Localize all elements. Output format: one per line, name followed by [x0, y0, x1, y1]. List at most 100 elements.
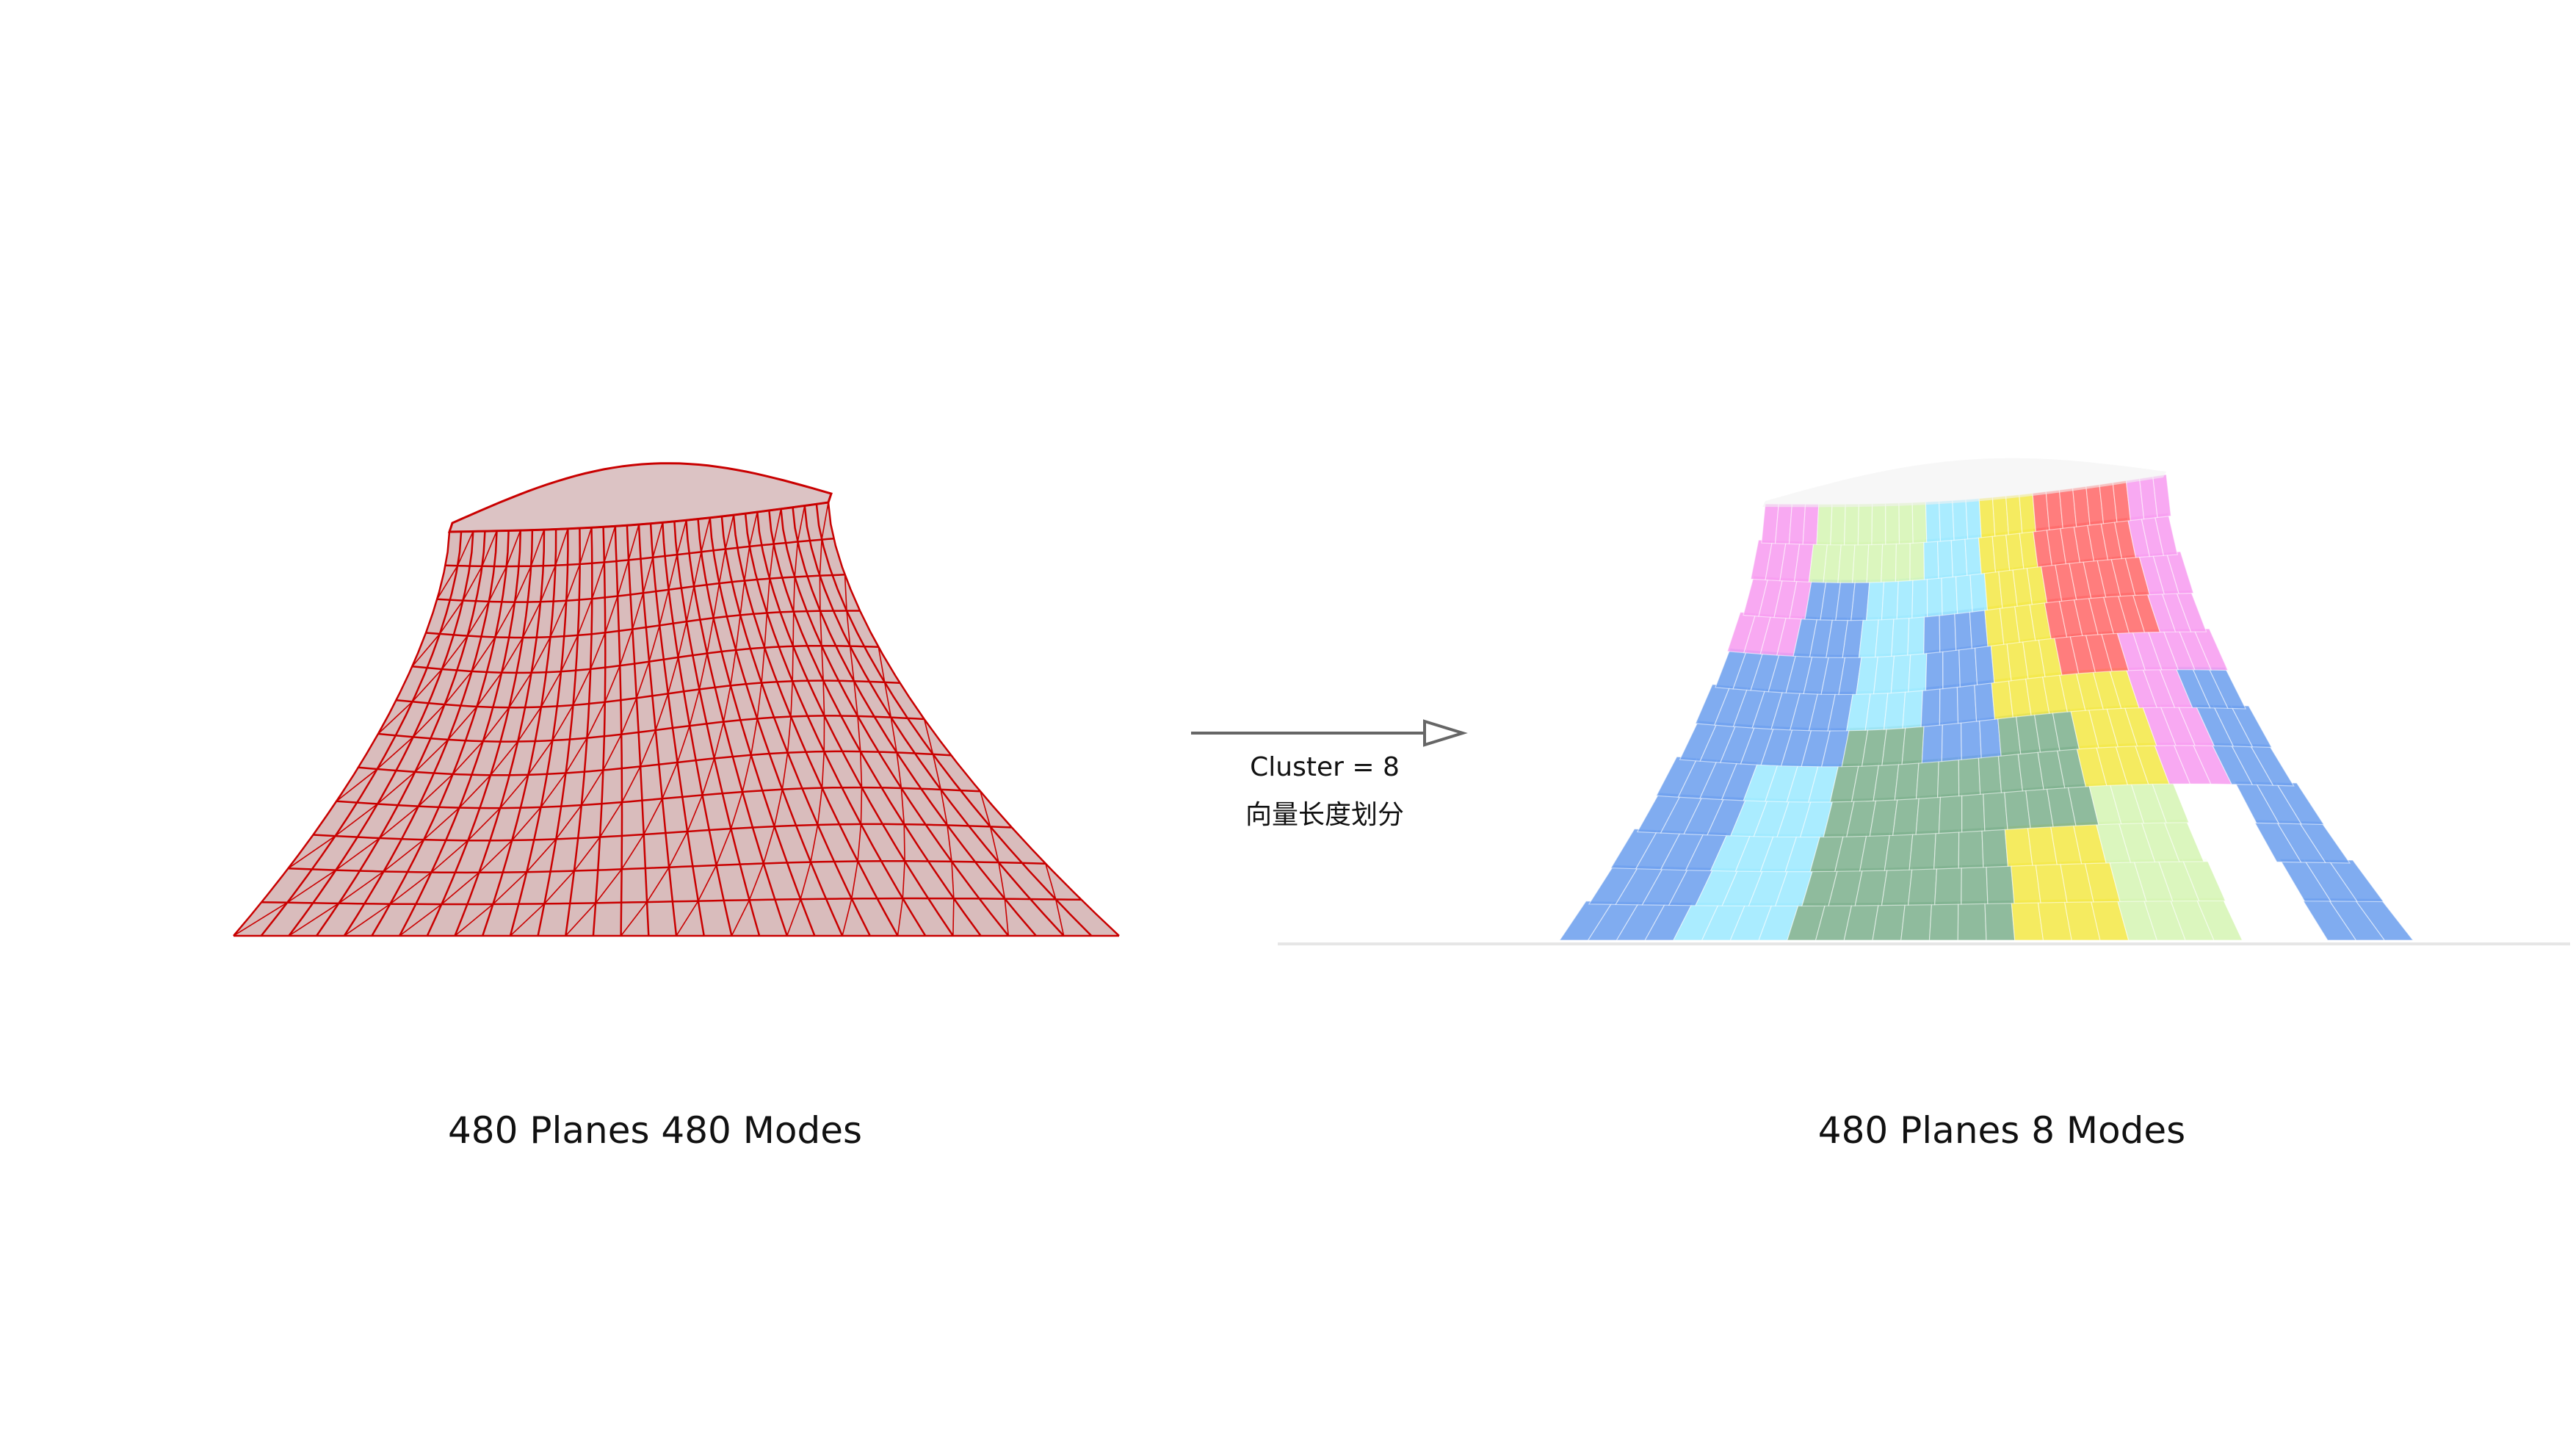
- wire-diagonal: [792, 611, 795, 646]
- wire-diagonal: [951, 861, 955, 899]
- cluster-panel: [1884, 831, 1914, 871]
- cluster-panel: [2229, 704, 2273, 749]
- wire-diagonal: [531, 636, 551, 674]
- cluster-panel: [1857, 503, 1873, 546]
- wire-diagonal: [344, 903, 391, 937]
- wire-diagonal: [1045, 863, 1057, 900]
- cluster-panel: [1902, 687, 1924, 729]
- wire-diagonal: [599, 801, 623, 837]
- wire-diagonal: [748, 863, 764, 901]
- wire-diagonal: [574, 837, 601, 872]
- cluster-panel: [1872, 901, 1906, 941]
- cluster-panel: [1892, 795, 1920, 836]
- wire-diagonal: [846, 610, 851, 646]
- wire-diagonal: [744, 546, 750, 581]
- wire-diagonal: [560, 635, 579, 672]
- wire-diagonal: [748, 511, 759, 547]
- wire-diagonal: [338, 870, 384, 904]
- wire-diagonal: [621, 697, 637, 735]
- wire-diagonal: [621, 766, 641, 803]
- wire-diagonal: [436, 565, 458, 600]
- wire-diagonal: [441, 635, 468, 670]
- wire-diagonal: [859, 751, 863, 788]
- wire-diagonal: [763, 826, 775, 864]
- wire-diagonal: [718, 549, 726, 584]
- wire-diagonal: [940, 789, 948, 826]
- wire-diagonal: [822, 680, 825, 716]
- wire-meridian: [626, 525, 650, 937]
- wire-diagonal: [773, 508, 782, 544]
- cluster-panel: [1907, 865, 1938, 906]
- wire-diagonal: [581, 770, 604, 806]
- wire-diagonal: [643, 557, 654, 594]
- cluster-panel: [1961, 790, 1986, 833]
- wire-meridian: [233, 531, 451, 937]
- wire-diagonal: [659, 589, 670, 626]
- wire-diagonal: [389, 871, 432, 905]
- wire-diagonal: [648, 625, 661, 662]
- cluster-panel: [1890, 652, 1911, 694]
- wire-diagonal: [604, 526, 616, 563]
- wire-meridian: [815, 504, 1093, 937]
- cluster-panel: [1915, 757, 1939, 800]
- wire-diagonal: [766, 578, 770, 613]
- cluster-panel: [2152, 474, 2172, 519]
- wire-diagonal: [800, 862, 811, 900]
- wire-diagonal: [764, 613, 768, 648]
- wire-diagonal: [662, 762, 679, 799]
- wire-diagonal: [517, 707, 542, 742]
- wireframe-surface-480-modes: [233, 462, 1120, 937]
- wire-diagonal: [792, 646, 794, 682]
- wire-diagonal: [1055, 899, 1065, 937]
- cluster-panel: [1925, 500, 1942, 543]
- cluster-panel: [1983, 789, 2008, 832]
- wire-diagonal: [900, 787, 905, 825]
- wire-diagonal: [579, 527, 593, 565]
- wire-diagonal: [383, 839, 424, 873]
- wire-diagonal: [769, 544, 775, 579]
- wire-diagonal: [897, 898, 904, 937]
- wire-diagonal: [439, 600, 464, 635]
- cluster-panel: [1978, 752, 2002, 795]
- wire-diagonal: [482, 707, 510, 742]
- wire-diagonal: [336, 768, 378, 802]
- wire-diagonal: [712, 583, 720, 618]
- wire-meridian: [768, 510, 982, 937]
- wire-diagonal: [287, 835, 336, 869]
- wire-diagonal: [750, 718, 759, 756]
- wire-diagonal: [586, 701, 606, 738]
- cluster-panel: [1907, 613, 1925, 656]
- cluster-panel: [1965, 497, 1982, 540]
- wire-diagonal: [844, 574, 847, 611]
- cluster-panel: [1936, 756, 1960, 798]
- cluster-panel: [1909, 538, 1925, 582]
- cluster-panel: [1952, 499, 1969, 541]
- left-caption: 480 Planes 480 Modes: [447, 1109, 863, 1152]
- cluster-panel: [1915, 793, 1942, 835]
- cluster-panel: [1984, 900, 2016, 941]
- wire-diagonal: [430, 840, 468, 873]
- wire-diagonal: [577, 598, 593, 636]
- cluster-panel: [1958, 827, 1984, 869]
- wire-diagonal: [543, 870, 575, 904]
- wire-diagonal: [335, 837, 380, 871]
- wire-diagonal: [850, 861, 858, 899]
- wire-diagonal: [643, 798, 663, 835]
- wire-diagonal: [761, 647, 766, 683]
- wire-diagonal: [444, 671, 473, 705]
- cluster-panel: [1936, 536, 1954, 579]
- wire-diagonal: [466, 601, 490, 637]
- wire-diagonal: [652, 522, 664, 558]
- wire-diagonal: [377, 701, 413, 735]
- wire-diagonal: [530, 529, 545, 566]
- wire-meridian: [316, 531, 486, 937]
- wire-diagonal: [494, 602, 515, 638]
- clustering-method-label: 向量长度划分: [1245, 800, 1405, 830]
- wire-diagonal: [730, 791, 743, 829]
- wire-meridian: [426, 530, 534, 937]
- wire-meridian: [537, 528, 581, 937]
- cluster-panel: [1843, 503, 1860, 546]
- wire-diagonal: [896, 752, 902, 789]
- wire-diagonal: [540, 772, 567, 808]
- cluster-panel: [1939, 610, 1957, 653]
